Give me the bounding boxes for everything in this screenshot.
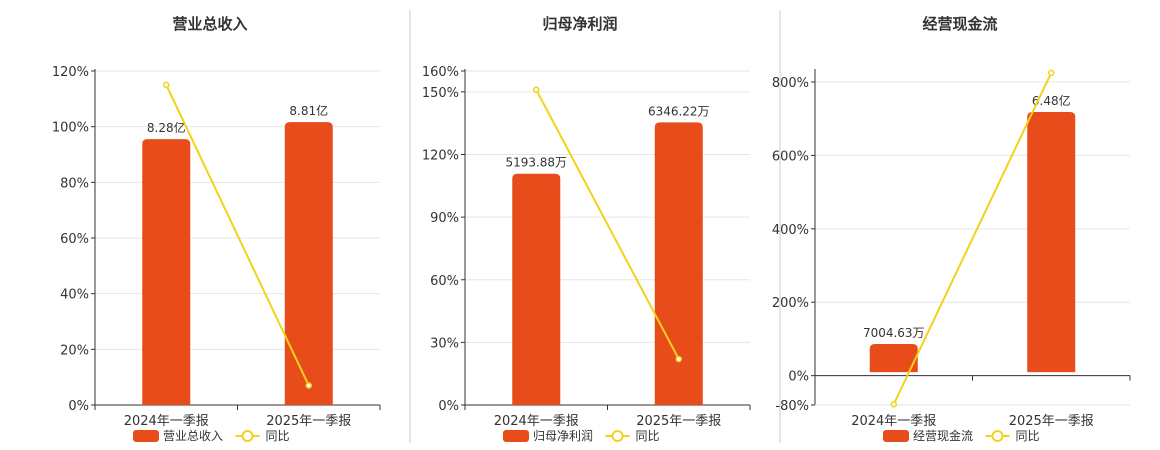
y-tick-label: 60% xyxy=(60,232,89,247)
y-tick-label: 40% xyxy=(60,288,89,303)
bar-data-label: 6346.22万 xyxy=(648,104,710,118)
y-tick-label: 0% xyxy=(788,370,809,385)
x-tick-label: 2024年一季报 xyxy=(851,414,936,429)
chart-panel: 归母净利润 0% 30% 60% 90% 120% 150% 160% 2024年一季报 2025… xyxy=(422,15,751,443)
bar-data-label: 8.28亿 xyxy=(147,120,186,135)
yoy-point xyxy=(890,401,897,408)
legend-line-label: 同比 xyxy=(1016,429,1040,443)
y-tick-label: 80% xyxy=(60,176,89,191)
y-tick-label: 400% xyxy=(772,223,809,238)
yoy-line xyxy=(535,89,680,360)
bar xyxy=(654,122,703,406)
y-tick-label: 160% xyxy=(422,65,459,80)
legend-line-label: 同比 xyxy=(266,429,290,443)
y-tick-label: 30% xyxy=(430,336,459,351)
legend-bar-swatch xyxy=(133,430,159,442)
y-tick-label: 60% xyxy=(430,274,459,289)
x-tick-label: 2025年一季报 xyxy=(1009,414,1094,429)
legend-line-marker xyxy=(241,430,254,442)
x-tick-label: 2024年一季报 xyxy=(124,414,209,429)
y-tick-label: 600% xyxy=(772,149,809,164)
chart-title: 营业总收入 xyxy=(172,15,247,33)
y-tick-label: 20% xyxy=(60,343,89,358)
bar xyxy=(1027,111,1076,373)
bar-data-label: 5193.88万 xyxy=(505,156,567,170)
x-tick-label: 2024年一季报 xyxy=(494,414,579,429)
legend-bar-swatch xyxy=(883,430,909,442)
y-tick-label: 120% xyxy=(52,65,89,80)
y-tick-label: 150% xyxy=(422,86,459,101)
legend-line-label: 同比 xyxy=(636,429,660,443)
bar-data-label: 7004.63万 xyxy=(863,326,925,340)
yoy-line xyxy=(892,72,1053,405)
legend-bar-label: 经营现金流 xyxy=(913,428,973,443)
chart-panel: 经营现金流 -80% 0% 200% 400% 600% 800% 2024年一季报 2025年… xyxy=(772,15,1131,443)
y-tick-label: 120% xyxy=(422,149,459,164)
y-tick-label: 100% xyxy=(52,121,89,136)
bar xyxy=(284,122,333,405)
legend-bar-label: 归母净利润 xyxy=(533,429,593,443)
y-tick-label: 200% xyxy=(772,296,809,311)
x-tick-label: 2025年一季报 xyxy=(636,414,721,429)
bar-data-label: 6.48亿 xyxy=(1032,93,1071,108)
chart-panel: 营业总收入 0% 20% 40% 60% 80% 100% 120% 2024年一季报 2025年… xyxy=(52,15,381,443)
legend-bar-swatch xyxy=(503,430,529,442)
legend-bar-label: 营业总收入 xyxy=(163,429,223,443)
bar-data-label: 8.81亿 xyxy=(289,103,328,118)
y-tick-label: 90% xyxy=(430,211,459,226)
legend-line-marker xyxy=(611,430,624,442)
legend-line-marker xyxy=(991,430,1004,442)
yoy-line xyxy=(165,84,310,386)
bar xyxy=(142,139,191,406)
bar xyxy=(512,173,561,405)
chart-title: 经营现金流 xyxy=(922,15,997,33)
yoy-point xyxy=(1048,69,1055,77)
yoy-point xyxy=(163,81,170,89)
chart-title: 归母净利润 xyxy=(542,15,617,33)
yoy-point xyxy=(305,382,312,389)
yoy-point xyxy=(533,86,540,94)
y-tick-label: -80% xyxy=(775,399,809,414)
y-tick-label: 0% xyxy=(68,399,89,414)
y-tick-label: 0% xyxy=(438,399,459,414)
x-tick-label: 2025年一季报 xyxy=(266,414,351,429)
y-tick-label: 800% xyxy=(772,76,809,91)
bar xyxy=(869,343,918,373)
yoy-point xyxy=(675,355,682,363)
